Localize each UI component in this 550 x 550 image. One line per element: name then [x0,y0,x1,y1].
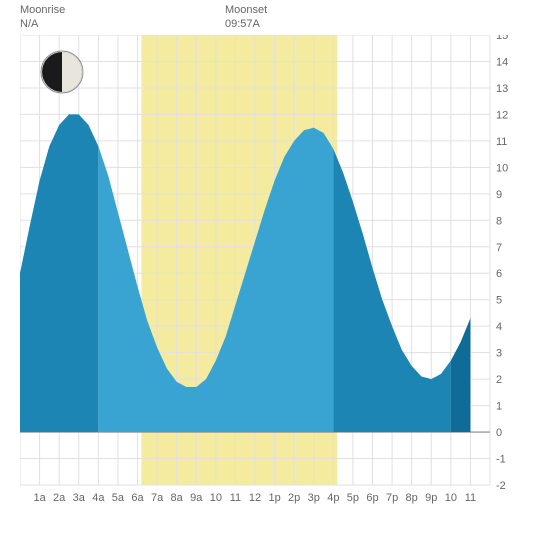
x-tick-label: 7a [151,492,164,504]
x-tick-label: 2a [53,492,66,504]
moonset-value: 09:57A [225,18,260,30]
x-tick-label: 8p [406,492,418,504]
y-tick-label: 5 [496,295,502,307]
x-tick-label: 5a [112,492,125,504]
y-tick-label: -1 [496,454,506,466]
x-tick-label: 11 [465,492,476,504]
y-tick-label: 3 [496,348,502,360]
tide-area-seg-3 [451,318,471,432]
y-tick-label: 11 [496,136,507,148]
y-tick-label: 4 [496,321,502,333]
y-tick-label: 14 [496,56,508,68]
x-tick-label: 3p [308,492,320,504]
y-tick-label: 1 [496,401,502,413]
y-tick-label: -2 [496,480,506,492]
y-tick-label: 8 [496,215,502,227]
tide-area-seg-0 [20,114,98,432]
moonrise-value: N/A [20,18,38,30]
y-tick-label: 12 [496,109,508,121]
x-tick-label: 11 [230,492,241,504]
x-tick-label: 1a [33,492,46,504]
chart-area: -2-101234567891011121314151a2a3a4a5a6a7a… [20,35,520,505]
x-tick-label: 1p [268,492,280,504]
y-tick-label: 15 [496,35,508,42]
y-tick-label: 6 [496,268,502,280]
x-tick-label: 9a [190,492,203,504]
y-tick-label: 9 [496,189,502,201]
moonrise-block: Moonrise N/A [20,3,65,32]
moon-phase-icon [40,50,84,94]
x-tick-label: 8a [171,492,184,504]
x-tick-label: 4a [92,492,105,504]
tide-chart-svg: -2-101234567891011121314151a2a3a4a5a6a7a… [20,35,520,505]
y-tick-label: 2 [496,374,502,386]
x-tick-label: 4p [327,492,339,504]
moonrise-label: Moonrise [20,4,65,16]
x-tick-label: 6p [366,492,378,504]
x-tick-label: 10 [445,492,457,504]
x-tick-label: 12 [249,492,261,504]
y-tick-label: 0 [496,427,502,439]
y-tick-label: 7 [496,242,502,254]
moonset-block: Moonset 09:57A [225,3,267,32]
x-tick-label: 10 [210,492,222,504]
moonset-label: Moonset [225,4,267,16]
tide-chart-container: Moonrise N/A Moonset 09:57A -2-101234567… [0,0,550,550]
x-tick-label: 3a [73,492,86,504]
x-tick-label: 5p [347,492,359,504]
y-tick-label: 10 [496,162,508,174]
y-tick-label: 13 [496,83,508,95]
x-tick-label: 6a [131,492,144,504]
x-tick-label: 7p [386,492,398,504]
x-tick-label: 2p [288,492,300,504]
x-tick-label: 9p [425,492,437,504]
